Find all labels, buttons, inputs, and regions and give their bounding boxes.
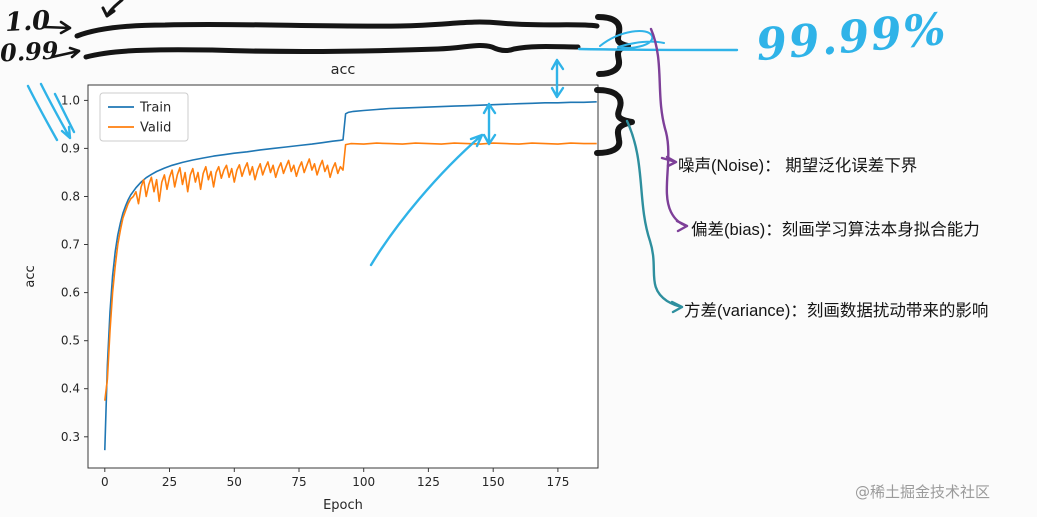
x-tick-label: 75 — [291, 475, 306, 489]
y-tick-label: 0.5 — [61, 334, 80, 348]
legend-label-train: Train — [139, 101, 171, 116]
y-tick-label: 0.9 — [61, 141, 80, 155]
x-tick-label: 175 — [546, 475, 569, 489]
chart-title: acc — [331, 62, 356, 78]
y-tick-label: 0.3 — [61, 430, 80, 444]
x-tick-label: 125 — [417, 475, 440, 489]
x-tick-label: 0 — [101, 475, 109, 489]
y-tick-label: 0.8 — [61, 190, 80, 204]
note-noise: 噪声(Noise)： 期望泛化误差下界 — [678, 157, 918, 175]
series-train-line — [104, 101, 597, 451]
legend-box — [99, 92, 189, 142]
handwritten-value-second: 0.99 — [0, 35, 60, 68]
watermark: @稀土掘金技术社区 — [855, 483, 991, 501]
y-tick-label: 0.7 — [61, 238, 80, 252]
y-axis-label: acc — [23, 265, 38, 287]
plot-area — [87, 84, 599, 469]
handwritten-value-top: 1.0 — [4, 5, 51, 39]
x-tick-label: 150 — [482, 475, 505, 489]
y-tick-label: 0.4 — [61, 382, 80, 396]
series-valid-line — [104, 142, 597, 401]
note-variance: 方差(variance)：刻画数据扰动带来的影响 — [684, 302, 989, 320]
x-tick-label: 25 — [162, 475, 177, 489]
x-axis-label: Epoch — [323, 498, 363, 513]
y-tick-label: 0.6 — [61, 286, 80, 300]
x-tick-label: 50 — [227, 475, 242, 489]
y-tick-label: 1.0 — [61, 93, 80, 107]
x-tick-label: 100 — [352, 475, 375, 489]
legend-label-valid: Valid — [140, 121, 171, 136]
note-bias: 偏差(bias)：刻画学习算法本身拟合能力 — [691, 221, 980, 239]
